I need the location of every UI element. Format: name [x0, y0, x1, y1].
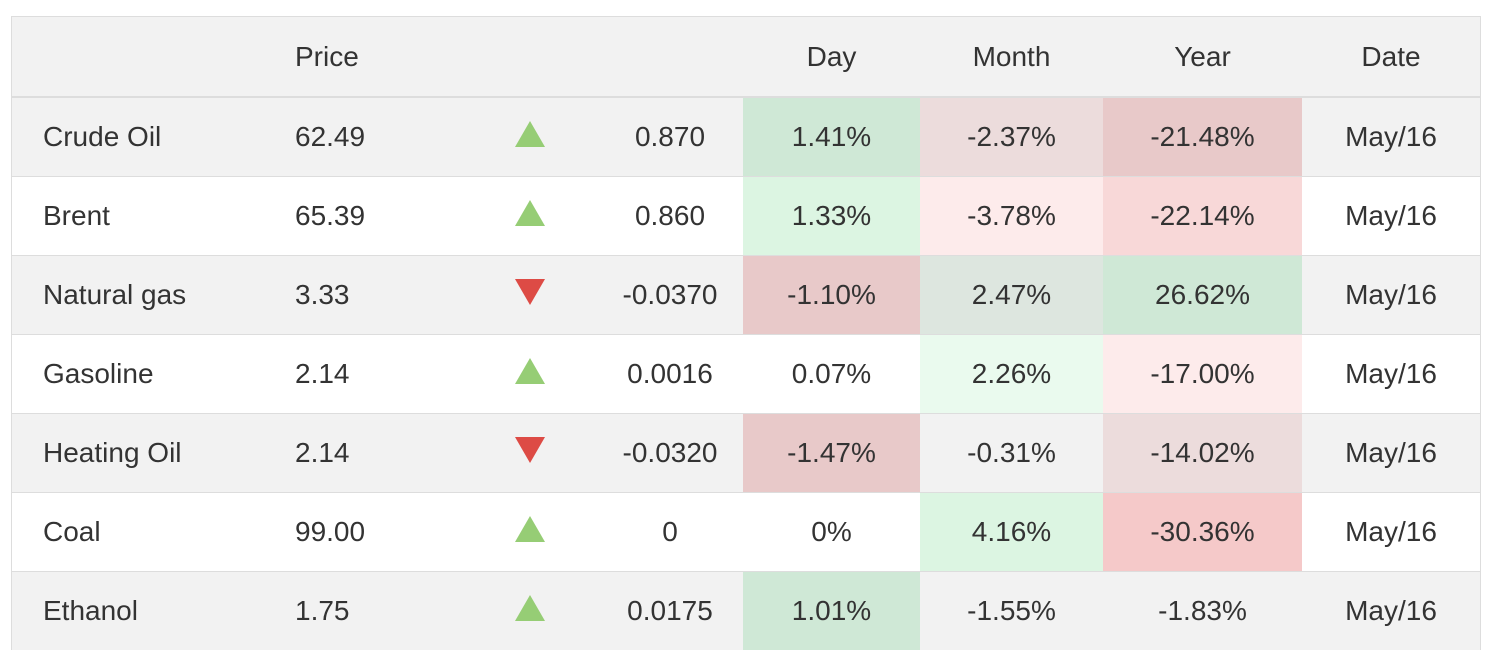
date-cell: May/16 [1302, 175, 1480, 255]
header-date[interactable]: Date [1302, 17, 1480, 98]
price-change: -0.0320 [597, 412, 743, 492]
header-arrow [462, 17, 597, 98]
day-change-pct: 0% [743, 491, 920, 571]
triangle-up-icon [514, 358, 545, 385]
commodities-table-container: Price Day Month Year Date Crude Oil 62.49… [11, 16, 1481, 650]
header-price[interactable]: Price [282, 17, 462, 98]
table-header-row: Price Day Month Year Date [12, 17, 1480, 98]
price-change: 0.0175 [597, 570, 743, 650]
date-cell: May/16 [1302, 412, 1480, 492]
commodity-name[interactable]: Brent [12, 175, 282, 255]
date-cell: May/16 [1302, 96, 1480, 176]
header-year[interactable]: Year [1103, 17, 1302, 98]
month-change-pct: 4.16% [920, 491, 1103, 571]
table-row[interactable]: Brent 65.39 0.860 1.33% -3.78% -22.14% May/16 [12, 175, 1480, 255]
day-change-pct: -1.10% [743, 254, 920, 334]
direction-cell [462, 333, 597, 413]
month-change-pct: 2.47% [920, 254, 1103, 334]
month-change-pct: 2.26% [920, 333, 1103, 413]
year-change-pct: 26.62% [1103, 254, 1302, 334]
triangle-up-icon [514, 121, 545, 148]
commodity-price: 65.39 [282, 175, 462, 255]
header-month[interactable]: Month [920, 17, 1103, 98]
commodity-price: 2.14 [282, 333, 462, 413]
header-name[interactable] [12, 17, 282, 98]
table-row[interactable]: Coal 99.00 0 0% 4.16% -30.36% May/16 [12, 491, 1480, 571]
price-change: -0.0370 [597, 254, 743, 334]
date-cell: May/16 [1302, 570, 1480, 650]
day-change-pct: 1.33% [743, 175, 920, 255]
commodity-name[interactable]: Coal [12, 491, 282, 571]
day-change-pct: 1.01% [743, 570, 920, 650]
direction-cell [462, 412, 597, 492]
commodities-table: Price Day Month Year Date Crude Oil 62.49… [12, 17, 1480, 650]
year-change-pct: -21.48% [1103, 96, 1302, 176]
date-cell: May/16 [1302, 491, 1480, 571]
triangle-up-icon [514, 200, 545, 227]
commodity-name[interactable]: Gasoline [12, 333, 282, 413]
year-change-pct: -22.14% [1103, 175, 1302, 255]
commodity-price: 1.75 [282, 570, 462, 650]
table-row[interactable]: Crude Oil 62.49 0.870 1.41% -2.37% -21.48% May… [12, 96, 1480, 176]
triangle-up-icon [514, 595, 545, 622]
month-change-pct: -3.78% [920, 175, 1103, 255]
triangle-down-icon [514, 437, 545, 464]
table-row[interactable]: Ethanol 1.75 0.0175 1.01% -1.55% -1.83% May/16 [12, 570, 1480, 650]
year-change-pct: -14.02% [1103, 412, 1302, 492]
direction-cell [462, 96, 597, 176]
price-change: 0 [597, 491, 743, 571]
month-change-pct: -2.37% [920, 96, 1103, 176]
year-change-pct: -1.83% [1103, 570, 1302, 650]
commodity-name[interactable]: Ethanol [12, 570, 282, 650]
direction-cell [462, 491, 597, 571]
month-change-pct: -1.55% [920, 570, 1103, 650]
price-change: 0.0016 [597, 333, 743, 413]
triangle-down-icon [514, 279, 545, 306]
year-change-pct: -30.36% [1103, 491, 1302, 571]
day-change-pct: -1.47% [743, 412, 920, 492]
price-change: 0.860 [597, 175, 743, 255]
header-day[interactable]: Day [743, 17, 920, 98]
day-change-pct: 0.07% [743, 333, 920, 413]
commodity-price: 62.49 [282, 96, 462, 176]
day-change-pct: 1.41% [743, 96, 920, 176]
year-change-pct: -17.00% [1103, 333, 1302, 413]
triangle-up-icon [514, 516, 545, 543]
month-change-pct: -0.31% [920, 412, 1103, 492]
commodity-price: 3.33 [282, 254, 462, 334]
table-row[interactable]: Natural gas 3.33 -0.0370 -1.10% 2.47% 26.62% M… [12, 254, 1480, 334]
price-change: 0.870 [597, 96, 743, 176]
direction-cell [462, 254, 597, 334]
commodity-name[interactable]: Heating Oil [12, 412, 282, 492]
commodity-price: 2.14 [282, 412, 462, 492]
direction-cell [462, 175, 597, 255]
date-cell: May/16 [1302, 333, 1480, 413]
header-change[interactable] [597, 17, 743, 98]
date-cell: May/16 [1302, 254, 1480, 334]
commodity-name[interactable]: Natural gas [12, 254, 282, 334]
table-body: Crude Oil 62.49 0.870 1.41% -2.37% -21.48% May… [12, 96, 1480, 650]
commodity-price: 99.00 [282, 491, 462, 571]
table-row[interactable]: Gasoline 2.14 0.0016 0.07% 2.26% -17.00% May/1… [12, 333, 1480, 413]
direction-cell [462, 570, 597, 650]
commodity-name[interactable]: Crude Oil [12, 96, 282, 176]
table-row[interactable]: Heating Oil 2.14 -0.0320 -1.47% -0.31% -14.02… [12, 412, 1480, 492]
